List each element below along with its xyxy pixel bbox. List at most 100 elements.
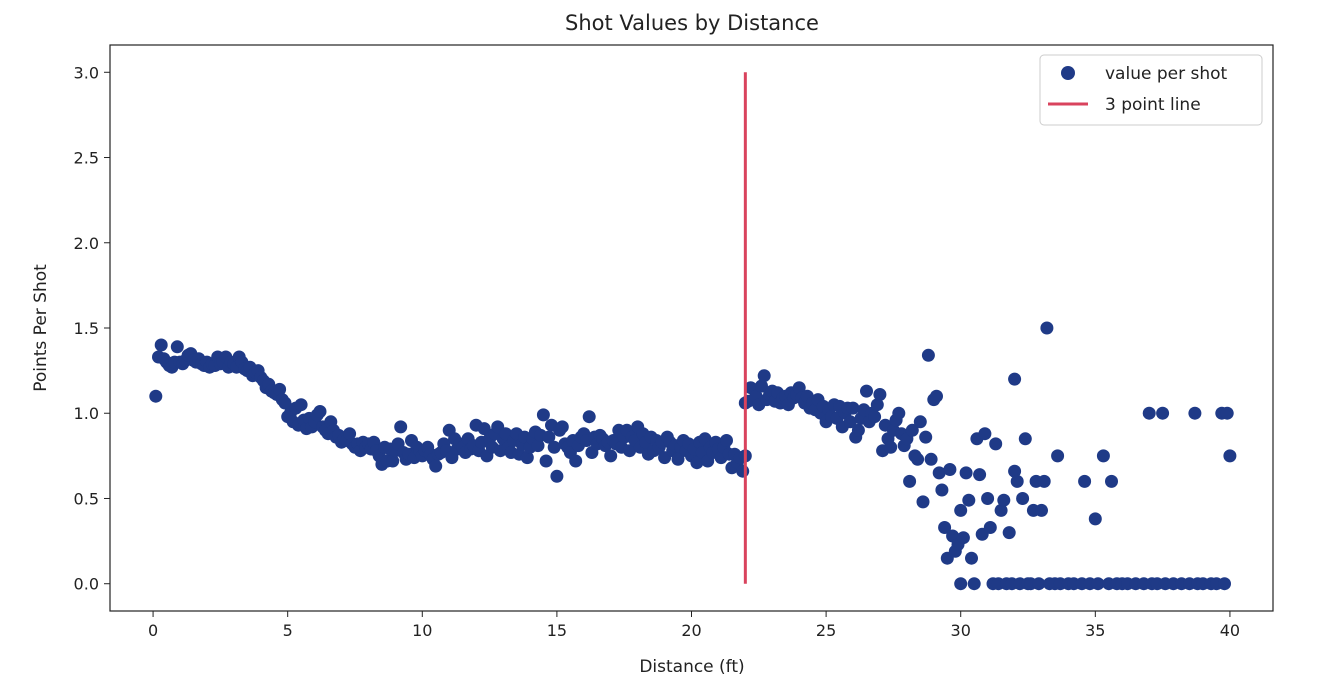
data-point: [965, 551, 978, 565]
data-point: [913, 415, 927, 429]
data-point: [1220, 406, 1234, 420]
x-tick-label: 30: [951, 621, 971, 640]
legend-marker-value-per-shot: [1061, 66, 1075, 80]
x-tick-label: 20: [681, 621, 701, 640]
data-point: [962, 493, 976, 507]
x-tick-label: 0: [148, 621, 158, 640]
data-point: [1091, 577, 1105, 591]
data-point: [1105, 474, 1118, 488]
data-point: [851, 423, 865, 437]
data-point: [916, 495, 930, 509]
data-point: [1096, 449, 1110, 463]
data-point: [1018, 432, 1032, 446]
data-point: [1032, 577, 1046, 591]
data-point: [582, 410, 596, 424]
data-point: [1142, 406, 1156, 420]
data-point: [477, 422, 491, 436]
data-point: [930, 389, 943, 403]
data-point: [994, 503, 1008, 517]
data-point: [690, 456, 704, 470]
data-point: [983, 521, 997, 534]
data-point: [313, 405, 327, 418]
data-point: [935, 483, 949, 497]
data-point: [604, 449, 618, 463]
data-point: [736, 464, 750, 478]
data-point: [989, 437, 1003, 451]
data-point: [343, 427, 357, 441]
data-point: [1010, 474, 1024, 488]
data-point: [520, 451, 534, 465]
data-point: [170, 340, 184, 354]
data-point: [873, 388, 887, 401]
legend: value per shot 3 point line: [1039, 54, 1263, 126]
data-point: [870, 398, 884, 412]
legend-label-value-per-shot: value per shot: [1105, 64, 1228, 84]
data-point: [542, 430, 556, 444]
data-point: [921, 348, 935, 362]
data-point: [884, 440, 898, 454]
data-point: [429, 459, 443, 473]
data-point: [956, 531, 970, 545]
data-point: [905, 423, 919, 437]
data-point: [959, 466, 973, 480]
data-point: [1088, 512, 1102, 526]
x-tick-label: 40: [1220, 621, 1240, 640]
data-point: [846, 401, 860, 415]
x-axis: 0 5 10 15 20 25 30 35 40: [148, 611, 1240, 640]
legend-box: [1039, 54, 1263, 126]
data-point: [1078, 474, 1092, 488]
data-point: [911, 452, 925, 466]
data-point: [981, 492, 995, 505]
data-point: [386, 454, 400, 468]
data-point: [932, 466, 946, 480]
data-point: [967, 577, 981, 591]
data-point: [792, 381, 806, 395]
data-point: [154, 338, 168, 352]
y-tick-label: 1.0: [74, 404, 99, 423]
x-tick-label: 35: [1085, 621, 1105, 640]
data-point: [1223, 449, 1237, 463]
data-point: [539, 454, 553, 468]
data-point: [671, 452, 685, 466]
data-point: [1051, 449, 1065, 463]
data-point: [1035, 503, 1048, 517]
chart-title: Shot Values by Distance: [565, 11, 819, 35]
data-point: [973, 468, 987, 482]
data-point: [278, 396, 292, 410]
data-point: [954, 577, 968, 591]
data-point: [273, 382, 287, 396]
x-tick-label: 5: [283, 621, 293, 640]
y-axis-label: Points Per Shot: [31, 264, 51, 392]
data-point: [1040, 321, 1054, 335]
data-point: [1016, 492, 1030, 505]
x-tick-label: 10: [412, 621, 432, 640]
data-point: [997, 493, 1011, 507]
data-point: [1188, 406, 1202, 420]
data-point: [555, 420, 569, 434]
y-axis: 0.0 0.5 1.0 1.5 2.0 2.5 3.0: [74, 63, 110, 594]
data-point: [954, 503, 968, 517]
y-tick-label: 0.0: [74, 575, 99, 594]
data-point: [1037, 474, 1051, 488]
data-point: [547, 440, 561, 454]
legend-label-3-point-line: 3 point line: [1105, 95, 1201, 115]
data-point: [919, 430, 933, 444]
data-point: [1008, 464, 1022, 478]
data-point: [531, 439, 545, 453]
data-point: [757, 369, 771, 383]
plot-frame: [109, 44, 1274, 612]
x-tick-label: 25: [816, 621, 836, 640]
y-tick-label: 0.5: [74, 489, 99, 508]
data-point: [536, 408, 550, 422]
data-point: [978, 427, 992, 441]
data-point: [924, 452, 938, 466]
x-axis-label: Distance (ft): [639, 657, 744, 677]
data-point: [623, 444, 637, 458]
data-point: [943, 463, 957, 476]
data-point: [868, 410, 882, 424]
data-point: [938, 521, 952, 534]
y-tick-label: 2.0: [74, 234, 99, 253]
data-point: [569, 454, 583, 468]
data-point: [550, 469, 564, 483]
